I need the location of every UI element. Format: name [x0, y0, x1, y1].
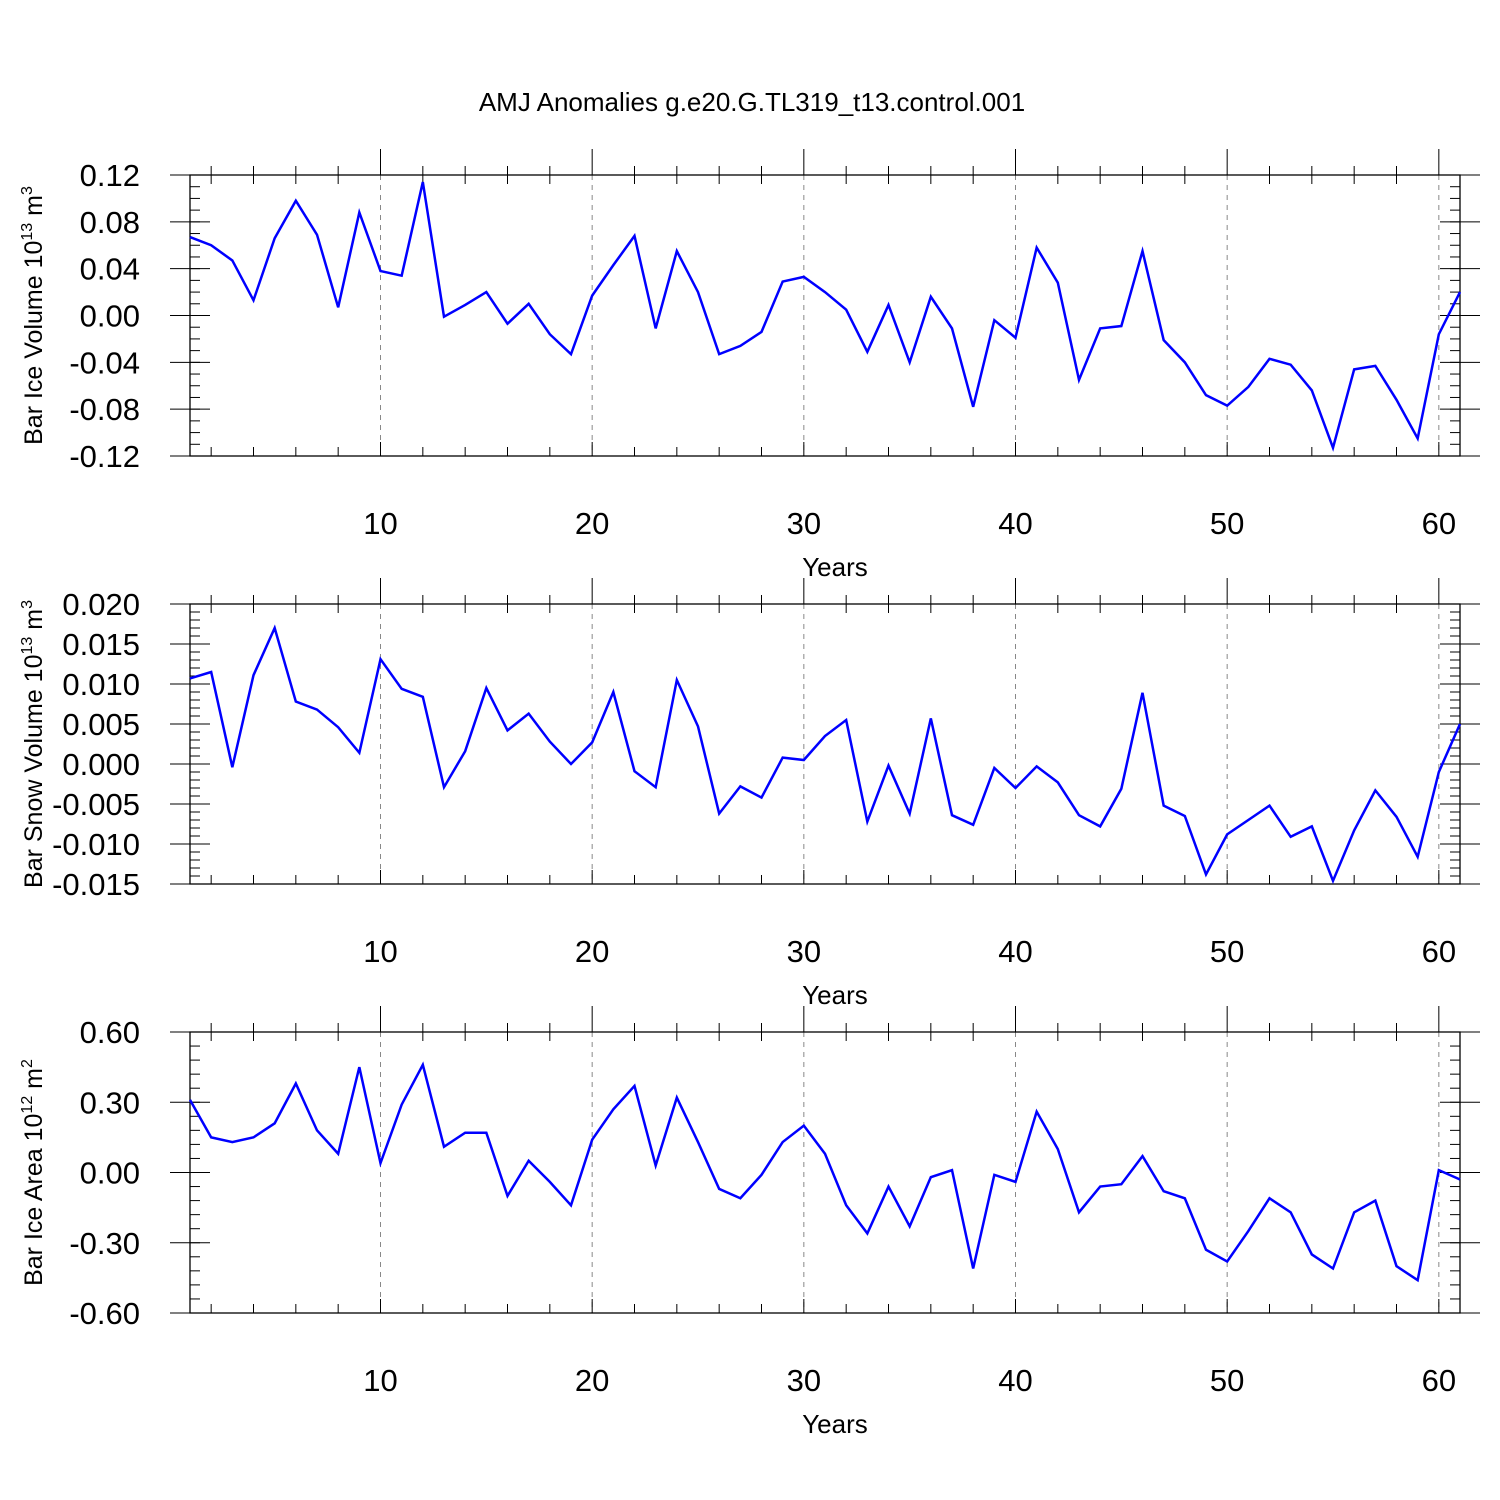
- y-tick-label: 0.60: [80, 1015, 140, 1050]
- y-tick-label: 0.000: [62, 747, 140, 782]
- y-title-unit: m: [20, 1068, 48, 1096]
- panels: 10 20 30 40 50 60 -0.12 -0.08 -0.04 0.00 0.04 0.08 0…: [19, 149, 1480, 1439]
- x-tick-label: 20: [575, 1363, 609, 1398]
- y-tick-label: 0.12: [80, 158, 140, 193]
- x-tick-label: 10: [363, 1363, 397, 1398]
- y-axis-title: Bar Snow Volume 1013 m3: [19, 600, 48, 888]
- x-axis-title: Years: [802, 552, 868, 582]
- y-title-unit: m: [20, 609, 48, 637]
- y-tick-label: 0.04: [80, 252, 140, 287]
- plot-frame: [189, 174, 1461, 457]
- plot-frame: [189, 1031, 1461, 1314]
- x-axis-title: Years: [802, 980, 868, 1010]
- y-title-exponent: 13: [19, 223, 36, 241]
- x-tick-label: 30: [787, 506, 821, 541]
- panel-2: 10 20 30 40 50 60 -0.015 -0.010 -0.005 0.000 0.005…: [19, 578, 1480, 1010]
- x-tick-label: 40: [998, 1363, 1032, 1398]
- x-axis-title: Years: [802, 1409, 868, 1439]
- x-tick-label: 60: [1422, 1363, 1456, 1398]
- x-tick-label: 50: [1210, 506, 1244, 541]
- y-tick-label: -0.015: [52, 867, 140, 902]
- y-tick-label: 0.015: [62, 627, 140, 662]
- x-tick-label: 60: [1422, 934, 1456, 969]
- series-line-bar-ice-volume: [189, 181, 1462, 452]
- y-tick-label: 0.010: [62, 667, 140, 702]
- y-title-unit-power: 2: [19, 1059, 36, 1068]
- y-title-text: Bar Snow Volume 10: [20, 655, 48, 888]
- y-tick-label: -0.010: [52, 827, 140, 862]
- y-tick-label: -0.08: [69, 392, 140, 427]
- x-tick-label: 50: [1210, 1363, 1244, 1398]
- plot-frame: [189, 603, 1461, 885]
- y-title-text: Bar Ice Volume 10: [20, 241, 48, 445]
- y-tick-label: 0.30: [80, 1085, 140, 1120]
- y-tick-label: 0.005: [62, 707, 140, 742]
- y-title-unit-power: 3: [19, 600, 36, 609]
- y-title-exponent: 12: [19, 1096, 36, 1114]
- x-tick-label: 10: [363, 506, 397, 541]
- series-line-bar-snow-volume: [189, 624, 1462, 885]
- y-tick-label: -0.04: [69, 345, 140, 380]
- y-axis-title: Bar Ice Area 1012 m2: [19, 1059, 48, 1286]
- y-title-unit-power: 3: [19, 186, 36, 195]
- y-tick-label: 0.00: [80, 299, 140, 334]
- panel-3: 10 20 30 40 50 60 -0.60 -0.30 0.00 0.30 0.60 Years B…: [19, 1006, 1480, 1439]
- x-tick-label: 50: [1210, 934, 1244, 969]
- y-tick-label: -0.30: [69, 1226, 140, 1261]
- y-title-exponent: 13: [19, 637, 36, 655]
- y-tick-label: -0.005: [52, 787, 140, 822]
- x-tick-label: 10: [363, 934, 397, 969]
- x-tick-label: 20: [575, 934, 609, 969]
- y-tick-label: 0.00: [80, 1156, 140, 1191]
- y-title-unit: m: [20, 195, 48, 223]
- y-tick-label: -0.12: [69, 439, 140, 474]
- x-tick-label: 40: [998, 506, 1032, 541]
- x-tick-label: 30: [787, 1363, 821, 1398]
- chart-title: AMJ Anomalies g.e20.G.TL319_t13.control.…: [479, 87, 1025, 117]
- x-tick-label: 40: [998, 934, 1032, 969]
- panel-1: 10 20 30 40 50 60 -0.12 -0.08 -0.04 0.00 0.04 0.08 0…: [19, 149, 1480, 582]
- y-tick-label: -0.60: [69, 1296, 140, 1331]
- y-tick-label: 0.020: [62, 587, 140, 622]
- series-line-bar-ice-area: [188, 1061, 1461, 1283]
- y-title-text: Bar Ice Area 10: [20, 1114, 48, 1286]
- x-tick-label: 30: [787, 934, 821, 969]
- x-tick-label: 20: [575, 506, 609, 541]
- x-tick-label: 60: [1422, 506, 1456, 541]
- y-tick-label: 0.08: [80, 205, 140, 240]
- y-axis-title: Bar Ice Volume 1013 m3: [19, 186, 48, 445]
